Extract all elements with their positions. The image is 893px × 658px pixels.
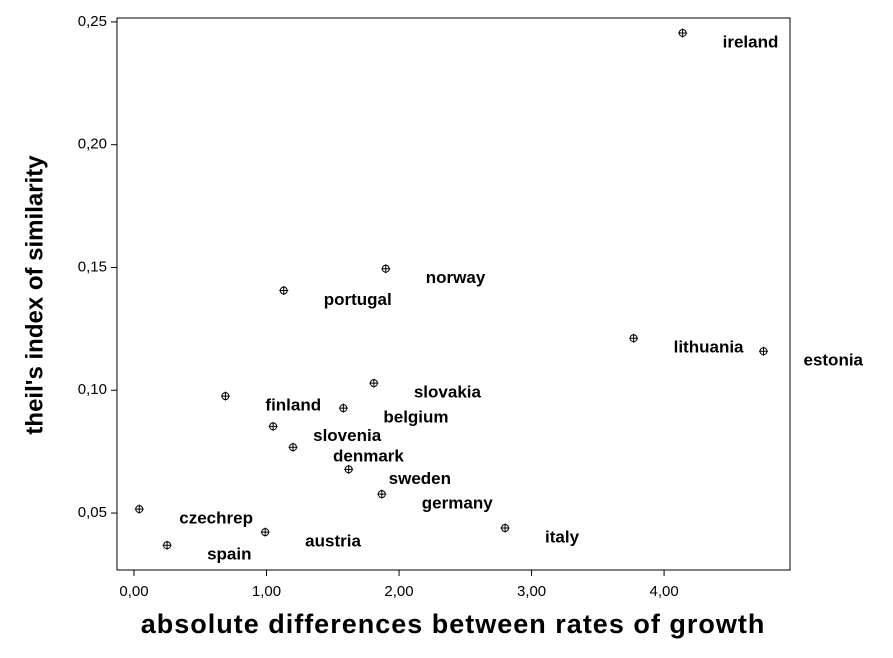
x-tick-label: 3,00 [517,583,546,600]
point [134,504,144,514]
point [344,464,354,474]
point-label: slovakia [414,383,482,402]
y-tick-label: 0,25 [78,13,107,30]
y-tick-label: 0,20 [78,136,107,153]
point [381,264,391,274]
point-label: germany [422,494,493,513]
point-label: norway [426,268,486,287]
point-label: czechrep [179,509,253,528]
point-label: estonia [803,351,863,370]
y-tick-label: 0,15 [78,258,107,275]
point [369,378,379,388]
x-tick-label: 0,00 [119,583,148,600]
point [260,527,270,537]
point-label: belgium [383,408,448,427]
point [500,523,510,533]
point-label: portugal [324,290,392,309]
point [377,489,387,499]
point-label: slovenia [313,426,382,445]
point-label: austria [305,532,361,551]
point [162,540,172,550]
x-tick-label: 2,00 [384,583,413,600]
point [220,391,230,401]
point [629,333,639,343]
y-axis-title: theil's index of similarity [21,155,48,435]
point [338,403,348,413]
x-tick-label: 1,00 [252,583,281,600]
x-tick-label: 4,00 [649,583,678,600]
point-label: finland [265,396,321,415]
point [678,28,688,38]
point [268,421,278,431]
point-label: lithuania [674,338,744,357]
point [758,346,768,356]
point-label: denmark [333,447,404,466]
x-axis-title: absolute differences between rates of gr… [141,609,766,639]
point-label: ireland [723,32,779,51]
point-label: spain [207,545,251,564]
point-label: italy [545,527,580,546]
point-label: sweden [389,469,451,488]
plot-frame [116,17,791,571]
point [279,286,289,296]
point [288,442,298,452]
y-tick-label: 0,10 [78,381,107,398]
y-tick-label: 0,05 [78,504,107,521]
